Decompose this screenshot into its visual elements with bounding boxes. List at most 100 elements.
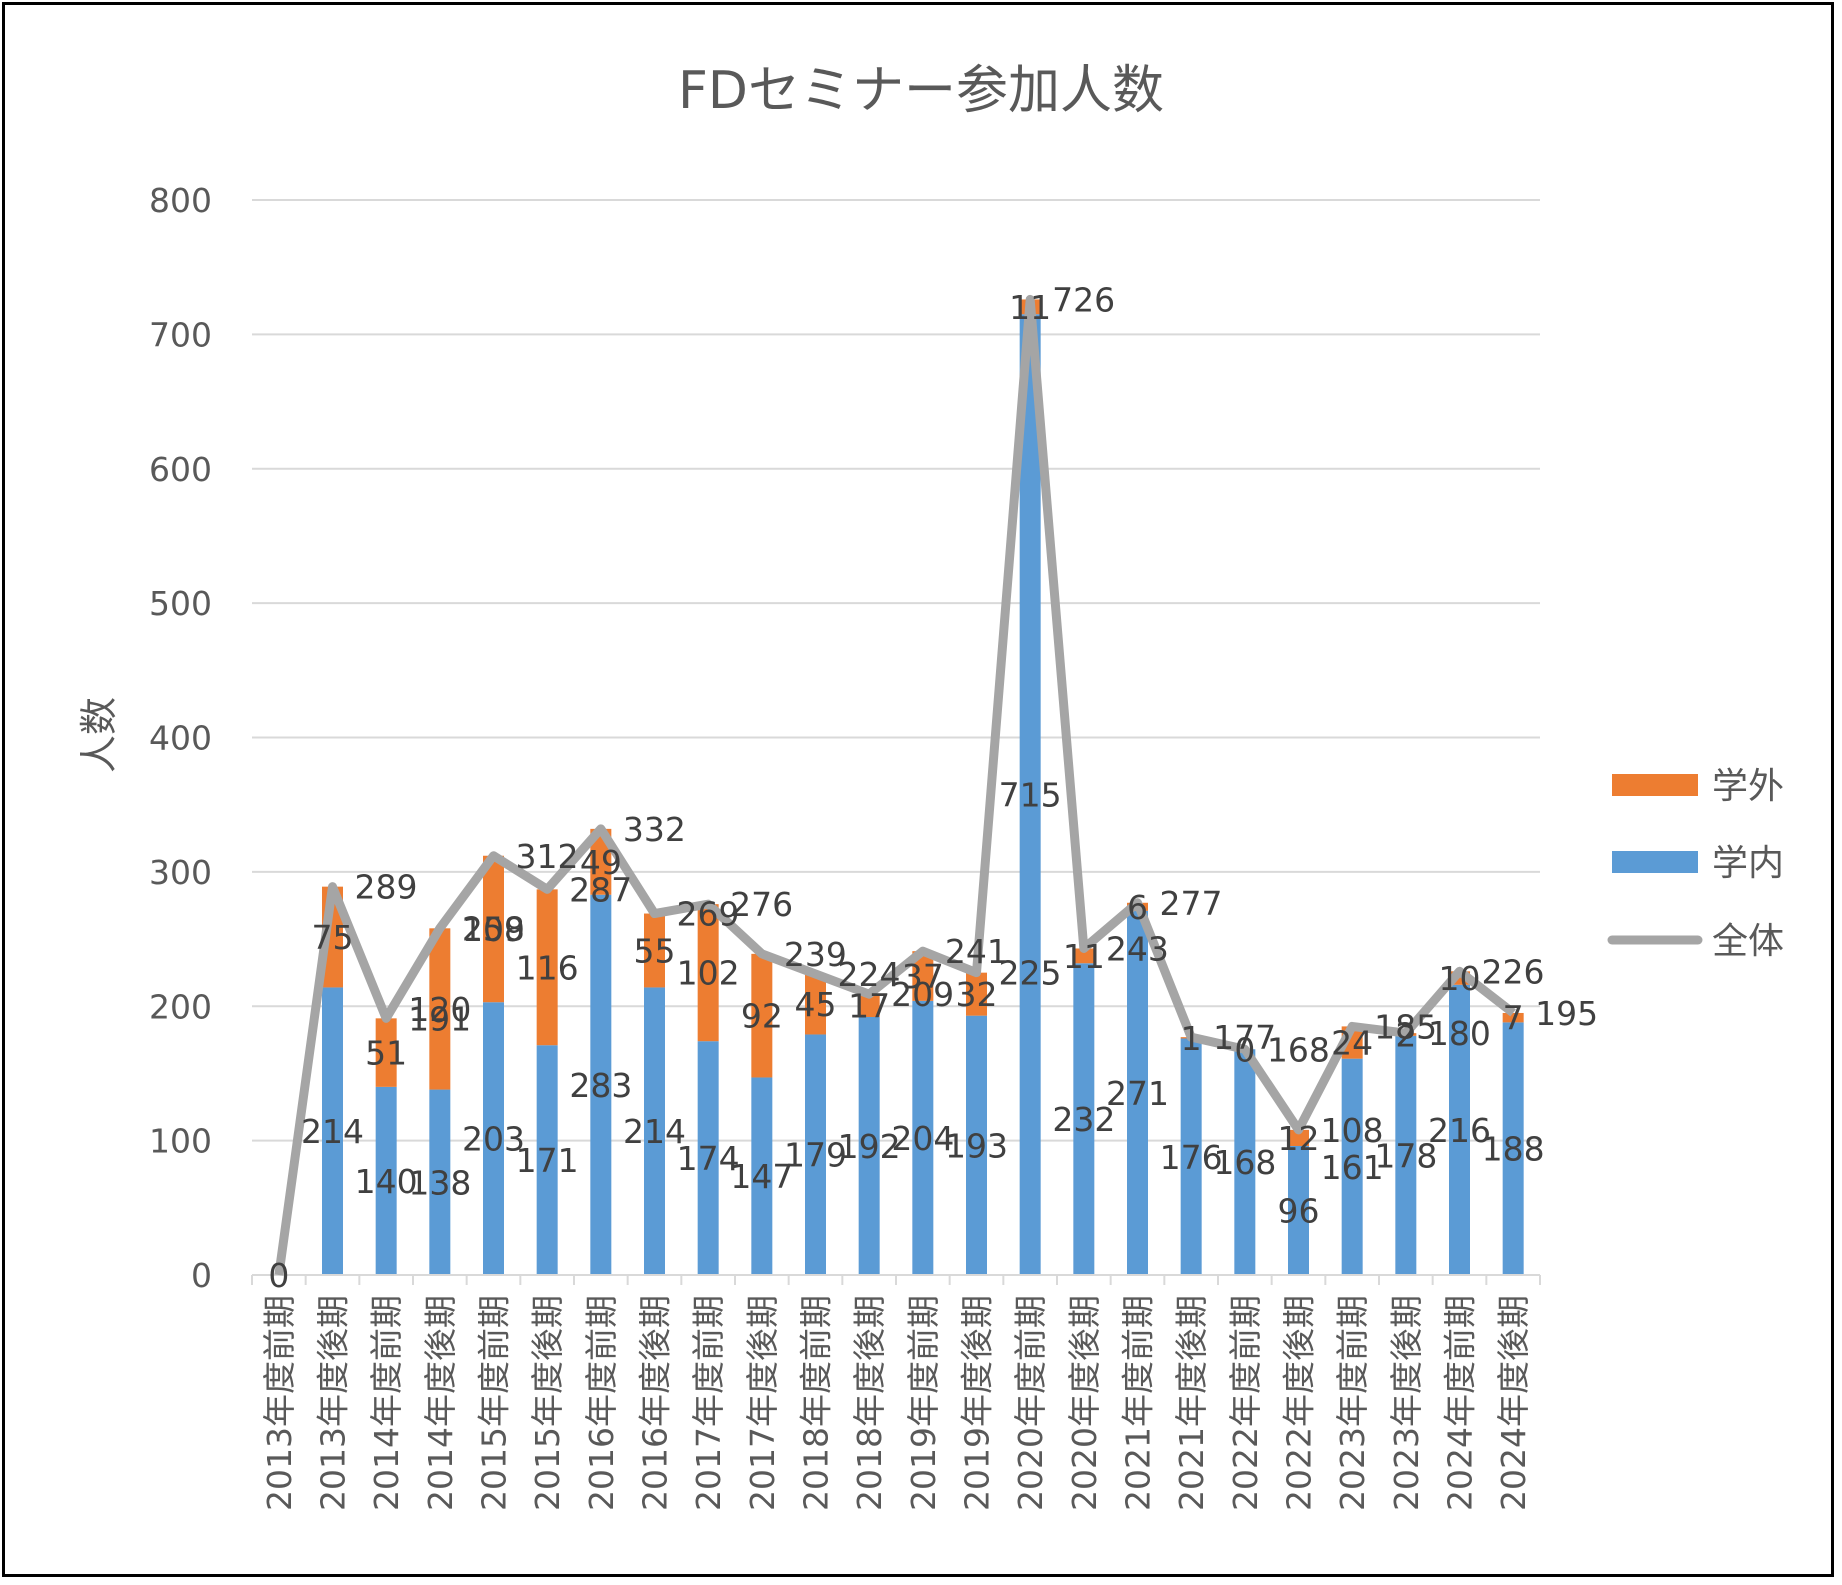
data-label-gakugai: 32 [956, 975, 998, 1014]
legend-swatch [1612, 851, 1698, 873]
data-label-total: 289 [355, 868, 418, 907]
x-category-label: 2021年度後期 [1172, 1295, 1211, 1511]
data-label-gakugai: 1 [1181, 1019, 1202, 1058]
bar-gakunai [1019, 314, 1041, 1275]
y-tick-700: 700 [149, 315, 212, 354]
bar-gakugai [375, 1018, 397, 1087]
data-label-gakunai: 193 [945, 1126, 1008, 1165]
x-category-label: 2019年度前期 [904, 1295, 943, 1511]
data-label-total: 180 [1428, 1014, 1491, 1053]
legend-swatch [1612, 774, 1698, 796]
x-category-label: 2014年度後期 [421, 1295, 460, 1511]
bar-gakunai [1449, 984, 1470, 1275]
x-category-label: 2016年度前期 [582, 1295, 621, 1511]
data-label-total: 287 [569, 870, 632, 909]
data-label-gakunai: 283 [569, 1066, 632, 1105]
data-label-gakugai: 6 [1127, 888, 1148, 927]
x-category-label: 2018年度前期 [797, 1295, 836, 1511]
data-label-gakunai: 140 [355, 1162, 418, 1201]
bar-gakunai [1502, 1022, 1524, 1275]
x-category-label: 2017年度前期 [689, 1295, 728, 1511]
gridlines [252, 199, 1540, 1142]
data-label-gakunai: 96 [1278, 1192, 1320, 1231]
data-label-gakunai: 192 [838, 1127, 901, 1166]
bar-gakunai [1341, 1058, 1363, 1275]
y-tick-0: 0 [191, 1256, 212, 1295]
data-label-gakugai: 116 [516, 948, 579, 987]
x-category-label: 2013年度後期 [314, 1295, 353, 1511]
bar-gakugai [697, 904, 719, 1042]
data-label-total: 225 [999, 954, 1062, 993]
x-category-label: 2016年度後期 [636, 1295, 675, 1511]
data-label-gakunai: 232 [1052, 1100, 1115, 1139]
x-category-label: 2023年度後期 [1387, 1295, 1426, 1511]
total-line [274, 294, 1516, 1276]
data-label-gakunai: 138 [408, 1163, 471, 1202]
data-label-gakugai: 120 [408, 990, 471, 1029]
data-label-gakunai: 214 [301, 1112, 364, 1151]
data-label-total: 726 [1052, 280, 1115, 319]
bar-gakunai [1234, 1049, 1256, 1275]
data-label-total: 332 [623, 810, 686, 849]
data-label-gakunai: 179 [784, 1136, 847, 1175]
data-label-gakugai: 92 [741, 997, 783, 1036]
bar-gakugai [536, 889, 558, 1046]
bar-gakunai [1180, 1038, 1202, 1275]
data-label-gakunai: 147 [730, 1157, 793, 1196]
bar-gakugai [966, 972, 987, 1016]
bar-gakugai [1288, 1129, 1309, 1146]
bar-gakunai [644, 987, 665, 1275]
x-category-label: 2013年度前期 [260, 1295, 299, 1511]
bar-gakugai [858, 994, 880, 1017]
data-label-gakugai: 10 [1439, 959, 1481, 998]
data-label-gakugai: 24 [1331, 1024, 1373, 1063]
x-category-label: 2024年度前期 [1441, 1295, 1480, 1511]
y-tick-600: 600 [149, 450, 212, 489]
bar-gakunai [858, 1017, 880, 1275]
x-category-label: 2022年度後期 [1280, 1295, 1319, 1511]
data-label-gakugai: 75 [312, 918, 354, 957]
data-label-total: 243 [1106, 929, 1169, 968]
data-label-gakunai: 178 [1374, 1136, 1437, 1175]
bar-gakunai [590, 894, 612, 1275]
y-axis-label: 人数 [77, 697, 121, 773]
data-label-gakugai: 0 [1234, 1030, 1255, 1069]
data-label-gakugai: 17 [848, 987, 890, 1026]
data-label-gakugai: 37 [902, 957, 944, 996]
data-label-total: 239 [784, 935, 847, 974]
data-label-gakunai: 176 [1160, 1138, 1223, 1177]
data-label-gakugai: 49 [580, 843, 622, 882]
bar-gakugai [805, 974, 826, 1035]
data-label-total: 226 [1482, 952, 1545, 991]
data-label-total: 209 [891, 975, 954, 1014]
y-tick-800: 800 [149, 181, 212, 220]
x-category-label: 2020年度後期 [1065, 1295, 1104, 1511]
bar-gakunai [429, 1089, 451, 1275]
data-label-total: 224 [838, 955, 901, 994]
data-label-total: 185 [1374, 1007, 1437, 1046]
y-tick-300: 300 [149, 853, 212, 892]
legend-label: 学内 [1712, 843, 1784, 884]
bar-gakunai [751, 1077, 773, 1275]
data-label-gakugai: 55 [634, 931, 676, 970]
data-label-total: 177 [1213, 1018, 1276, 1057]
data-labels: 0214752891405119113812025820310931217111… [268, 280, 1598, 1295]
data-label-total: 168 [1267, 1030, 1330, 1069]
data-label-gakugai: 11 [1063, 937, 1105, 976]
bar-gakunai [483, 1002, 504, 1275]
data-label-total: 269 [677, 895, 740, 934]
bar-gakugai [912, 951, 934, 1001]
data-label-gakunai: 204 [891, 1119, 954, 1158]
x-category-label: 2018年度後期 [850, 1295, 889, 1511]
data-label-gakunai: 174 [677, 1139, 740, 1178]
y-tick-200: 200 [149, 987, 212, 1026]
data-label-total: 312 [516, 837, 579, 876]
x-category-label: 2017年度後期 [743, 1295, 782, 1511]
x-category-label: 2019年度後期 [958, 1295, 997, 1511]
bar-gakunai [966, 1015, 987, 1275]
y-tick-500: 500 [149, 584, 212, 623]
chart-title: FDセミナー参加人数 [678, 61, 1164, 121]
